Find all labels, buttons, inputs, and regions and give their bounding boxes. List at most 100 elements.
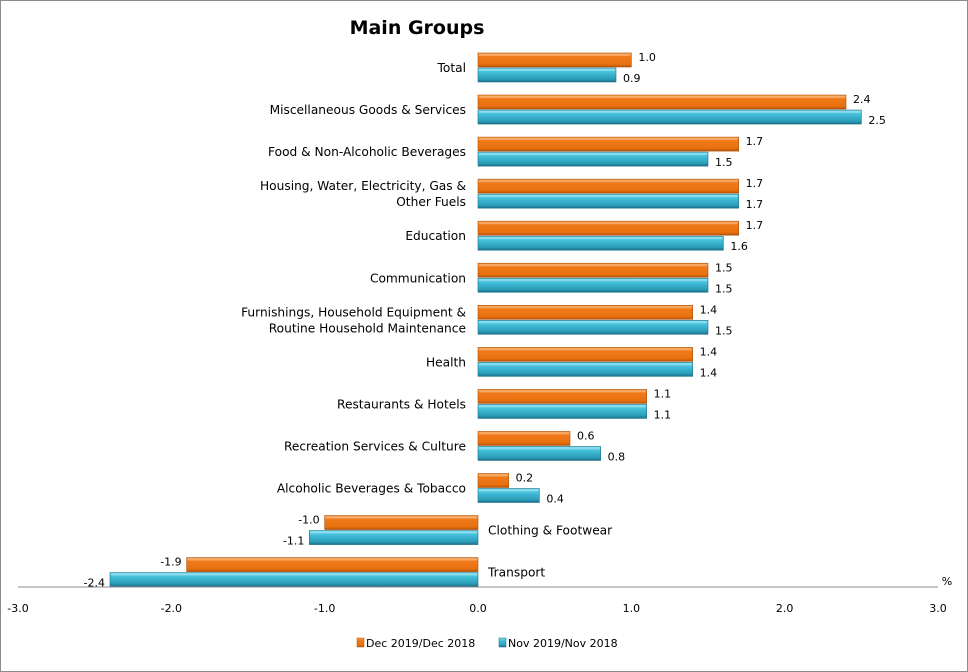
value-label-total-nov-2019: 0.9 — [623, 72, 641, 85]
category-label-miscellaneous-goods-and-services: Miscellaneous Goods & Services — [270, 103, 466, 117]
bar-highlight — [479, 138, 738, 141]
bar-highlight — [479, 306, 692, 309]
value-label-clothing-and-footwear-nov-2019: -1.1 — [283, 535, 304, 548]
value-label-recreation-services-and-culture-nov-2019: 0.8 — [608, 450, 626, 463]
chart-title: Main Groups — [350, 17, 485, 39]
bar-highlight — [479, 390, 646, 393]
bar-education-nov-2019 — [477, 235, 724, 251]
x-tick-label: 1.0 — [623, 602, 641, 615]
bar-recreation-services-and-culture-nov-2019 — [477, 446, 601, 461]
category-label-transport: Transport — [487, 566, 545, 580]
bar-total-nov-2019 — [477, 67, 617, 83]
value-label-alcoholic-beverages-and-tobacco-nov-2019: 0.4 — [546, 493, 564, 506]
category-label-furnishings-household-equipment-and-routine-household-maintenance: Routine Household Maintenance — [269, 321, 466, 335]
value-label-restaurants-and-hotels-nov-2019: 1.1 — [654, 408, 672, 421]
bar-highlight — [479, 237, 723, 240]
value-label-communication-dec-2019: 1.5 — [715, 261, 733, 274]
category-label-health: Health — [426, 355, 466, 369]
bars-layer — [109, 52, 862, 587]
bar-highlight — [479, 363, 692, 366]
bar-highlight — [479, 405, 646, 408]
legend-swatch-nov — [498, 637, 507, 648]
bar-housing-water-electricity-gas-and-other-fuels-nov-2019 — [477, 193, 739, 209]
bar-highlight — [479, 264, 707, 267]
bar-transport-dec-2019 — [186, 557, 479, 572]
bar-recreation-services-and-culture-dec-2019 — [477, 431, 571, 446]
x-tick-label: 0.0 — [469, 602, 487, 615]
bar-alcoholic-beverages-and-tobacco-nov-2019 — [477, 488, 540, 503]
bar-highlight — [310, 531, 477, 534]
value-label-housing-water-electricity-gas-and-other-fuels-nov-2019: 1.7 — [746, 198, 764, 211]
x-axis-ticks: -3.0 -2.0 -1.0 0.0 1.0 2.0 3.0 — [7, 602, 946, 615]
bar-education-dec-2019 — [477, 220, 739, 236]
bar-restaurants-and-hotels-dec-2019 — [477, 389, 647, 404]
bar-clothing-and-footwear-dec-2019 — [324, 515, 479, 530]
bar-highlight — [479, 96, 845, 99]
legend-swatch-dec — [356, 637, 365, 648]
bar-communication-nov-2019 — [477, 277, 709, 293]
bar-housing-water-electricity-gas-and-other-fuels-dec-2019 — [477, 178, 739, 194]
category-label-housing-water-electricity-gas-and-other-fuels: Other Fuels — [396, 195, 466, 209]
bar-miscellaneous-goods-and-services-dec-2019 — [477, 94, 847, 110]
value-label-furnishings-household-equipment-and-routine-household-maintenance-dec-2019: 1.4 — [700, 303, 718, 316]
bar-alcoholic-beverages-and-tobacco-dec-2019 — [477, 473, 509, 488]
category-label-recreation-services-and-culture: Recreation Services & Culture — [284, 439, 466, 453]
bar-total-dec-2019 — [477, 52, 632, 68]
labels-layer: 1.0 0.9 Total 2.4 2.5 Miscellaneous Goods & S… — [84, 51, 886, 590]
bar-health-dec-2019 — [477, 347, 693, 362]
x-tick-label: -2.0 — [161, 602, 182, 615]
bar-highlight — [479, 153, 707, 156]
value-label-clothing-and-footwear-dec-2019: -1.0 — [298, 514, 319, 527]
legend-item-nov: Nov 2019/Nov 2018 — [498, 637, 618, 650]
bar-highlight — [479, 180, 738, 183]
bar-highlight — [479, 111, 861, 114]
value-label-miscellaneous-goods-and-services-dec-2019: 2.4 — [853, 93, 871, 106]
value-label-restaurants-and-hotels-dec-2019: 1.1 — [654, 387, 672, 400]
bar-highlight — [479, 489, 539, 492]
bar-furnishings-household-equipment-and-routine-household-maintenance-dec-2019 — [477, 304, 693, 320]
x-tick-label: -3.0 — [7, 602, 28, 615]
category-label-education: Education — [405, 229, 466, 243]
legend: Dec 2019/Dec 2018 Nov 2019/Nov 2018 — [356, 637, 618, 650]
value-label-recreation-services-and-culture-dec-2019: 0.6 — [577, 429, 595, 442]
bar-highlight — [479, 195, 738, 198]
bar-highlight — [111, 573, 477, 576]
value-label-transport-dec-2019: -1.9 — [160, 556, 181, 569]
bar-highlight — [479, 432, 569, 435]
value-label-transport-nov-2019: -2.4 — [84, 577, 105, 590]
category-label-furnishings-household-equipment-and-routine-household-maintenance: Furnishings, Household Equipment & — [241, 305, 466, 319]
category-label-clothing-and-footwear: Clothing & Footwear — [488, 524, 613, 538]
bar-miscellaneous-goods-and-services-nov-2019 — [477, 109, 862, 125]
value-label-alcoholic-beverages-and-tobacco-dec-2019: 0.2 — [516, 472, 534, 485]
legend-label-nov: Nov 2019/Nov 2018 — [508, 637, 618, 650]
category-label-food-and-non-alcoholic-beverages: Food & Non-Alcoholic Beverages — [268, 145, 466, 159]
x-tick-label: -1.0 — [314, 602, 335, 615]
x-tick-label: 2.0 — [776, 602, 794, 615]
value-label-education-dec-2019: 1.7 — [746, 219, 764, 232]
bar-restaurants-and-hotels-nov-2019 — [477, 404, 647, 419]
value-label-health-dec-2019: 1.4 — [700, 345, 718, 358]
bar-highlight — [479, 447, 600, 450]
value-label-communication-nov-2019: 1.5 — [715, 282, 733, 295]
value-label-miscellaneous-goods-and-services-nov-2019: 2.5 — [868, 114, 886, 127]
category-label-total: Total — [437, 61, 466, 75]
legend-label-dec: Dec 2019/Dec 2018 — [366, 637, 475, 650]
category-label-restaurants-and-hotels: Restaurants & Hotels — [337, 397, 466, 411]
bar-highlight — [479, 474, 508, 477]
bar-highlight — [479, 279, 707, 282]
value-label-total-dec-2019: 1.0 — [638, 51, 656, 64]
value-label-housing-water-electricity-gas-and-other-fuels-dec-2019: 1.7 — [746, 177, 764, 190]
bar-communication-dec-2019 — [477, 262, 709, 278]
bar-highlight — [479, 69, 615, 71]
category-label-communication: Communication — [370, 271, 466, 285]
category-label-housing-water-electricity-gas-and-other-fuels: Housing, Water, Electricity, Gas & — [260, 179, 466, 193]
value-label-food-and-non-alcoholic-beverages-nov-2019: 1.5 — [715, 156, 733, 169]
bar-highlight — [479, 222, 738, 225]
category-label-alcoholic-beverages-and-tobacco: Alcoholic Beverages & Tobacco — [277, 482, 466, 496]
bar-clothing-and-footwear-nov-2019 — [309, 530, 479, 545]
value-label-health-nov-2019: 1.4 — [700, 366, 718, 379]
bar-food-and-non-alcoholic-beverages-dec-2019 — [477, 136, 739, 152]
bar-highlight — [325, 516, 477, 519]
value-label-food-and-non-alcoholic-beverages-dec-2019: 1.7 — [746, 135, 764, 148]
bar-health-nov-2019 — [477, 362, 693, 377]
